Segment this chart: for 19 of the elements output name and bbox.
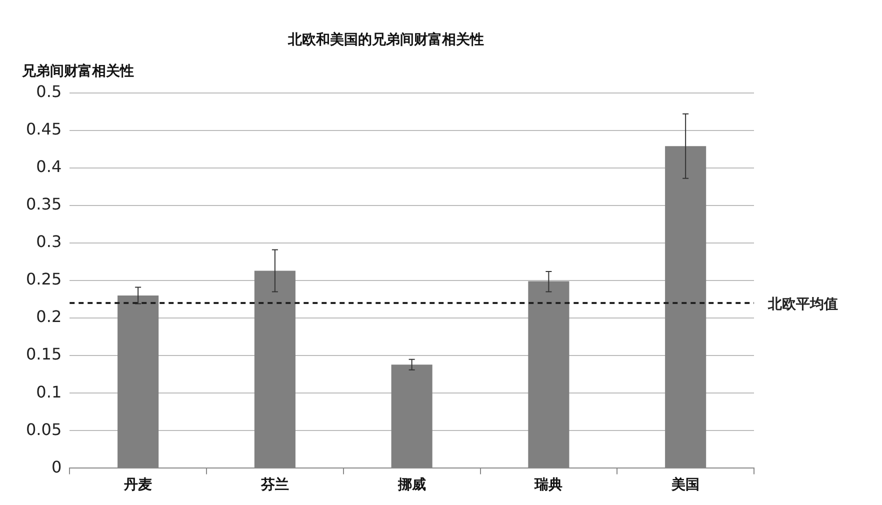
chart-title: 北欧和美国的兄弟间财富相关性 xyxy=(287,31,484,48)
y-tick-label: 0 xyxy=(51,457,62,476)
y-tick-label: 0.15 xyxy=(26,344,62,364)
x-tick-label: 丹麦 xyxy=(123,477,152,494)
y-tick-label: 0.35 xyxy=(26,194,62,214)
y-tick-label: 0.4 xyxy=(36,157,62,176)
y-tick-label: 0.1 xyxy=(36,382,62,402)
x-tick-label: 挪威 xyxy=(396,477,426,494)
x-tick-label: 芬兰 xyxy=(260,476,289,494)
y-tick-label: 0.5 xyxy=(36,82,62,101)
x-tick-label: 瑞典 xyxy=(534,477,563,494)
y-axis-title: 兄弟间财富相关性 xyxy=(21,62,134,80)
y-tick-label: 0.45 xyxy=(26,119,62,138)
y-tick-label: 0.05 xyxy=(26,420,62,439)
y-tick-label: 0.2 xyxy=(36,307,62,326)
y-tick-label: 0.3 xyxy=(36,232,62,252)
ref-line-label: 北欧平均值 xyxy=(767,296,838,313)
y-tick-label: 0.25 xyxy=(26,270,62,289)
x-tick-label: 美国 xyxy=(670,476,700,494)
